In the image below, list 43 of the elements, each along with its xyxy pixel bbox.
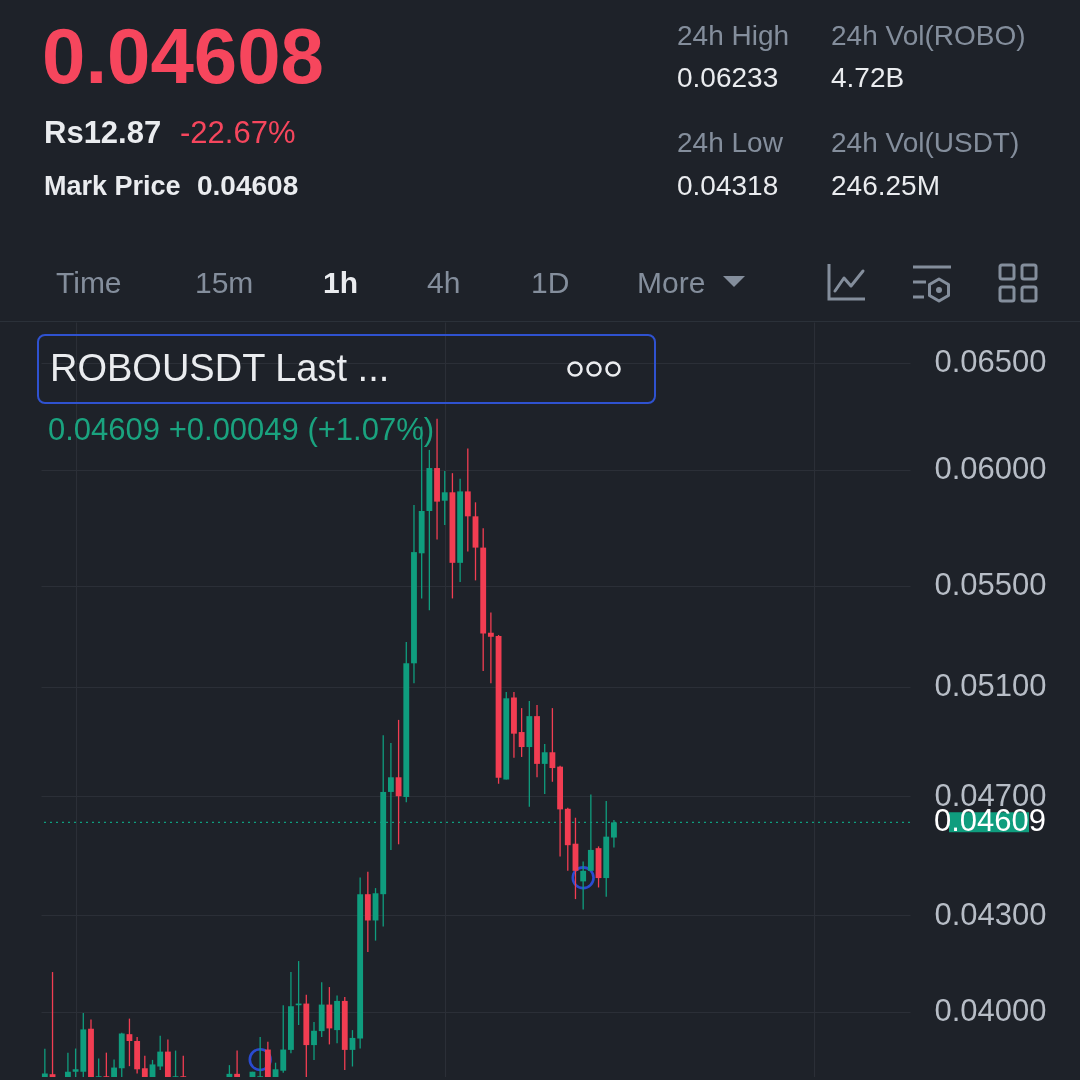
text: Mark Price xyxy=(44,169,181,203)
text: 0.04608 xyxy=(42,11,324,103)
text: -22.67% xyxy=(180,114,296,152)
text: 0.04608 xyxy=(197,169,299,203)
text: 0.04318 xyxy=(677,169,779,203)
text: 246.25M xyxy=(831,169,940,203)
text: 24h High xyxy=(677,19,790,53)
text: 24h Vol(ROBO) xyxy=(831,19,1026,53)
candlestick xyxy=(41,1048,48,1077)
text: 24h Low xyxy=(677,126,783,160)
y-tick-label: 0.04300 xyxy=(934,896,1047,932)
candlestick xyxy=(157,1035,164,1071)
candlestick xyxy=(395,719,402,845)
text: 0.04609 +0.00049 (+1.07%) xyxy=(48,411,435,449)
candlestick xyxy=(518,707,525,758)
y-tick-label: 0.05500 xyxy=(934,567,1047,603)
candlestick xyxy=(441,470,448,526)
candlestick xyxy=(234,1049,241,1077)
candlestick xyxy=(549,707,556,783)
candlestick xyxy=(326,986,333,1046)
text: Rs12.87 xyxy=(44,114,162,152)
candlestick xyxy=(49,971,56,1077)
text: More xyxy=(637,265,706,301)
y-tick-label: 0.06500 xyxy=(934,344,1047,380)
text: 4.72B xyxy=(831,61,905,95)
text: 1D xyxy=(531,265,570,301)
text: 1h xyxy=(323,265,359,301)
candlestick xyxy=(587,793,594,872)
y-tick-label: 0.04000 xyxy=(934,993,1047,1029)
candlestick xyxy=(541,743,548,795)
text: Time xyxy=(56,265,122,301)
candlestick xyxy=(580,860,587,911)
text: 15m xyxy=(195,265,254,301)
candlestick xyxy=(64,1052,71,1077)
candlestick xyxy=(280,1004,287,1074)
text: 0.06233 xyxy=(677,61,779,95)
y-tick-label: 0.05100 xyxy=(934,668,1047,704)
text: ROBOUSDT Last ... xyxy=(50,346,390,392)
candlestick xyxy=(487,611,494,684)
text: 4h xyxy=(427,265,461,301)
y-tick-label: 0.06000 xyxy=(934,451,1047,487)
text: 24h Vol(USDT) xyxy=(831,126,1020,160)
candlestick xyxy=(311,1021,317,1061)
